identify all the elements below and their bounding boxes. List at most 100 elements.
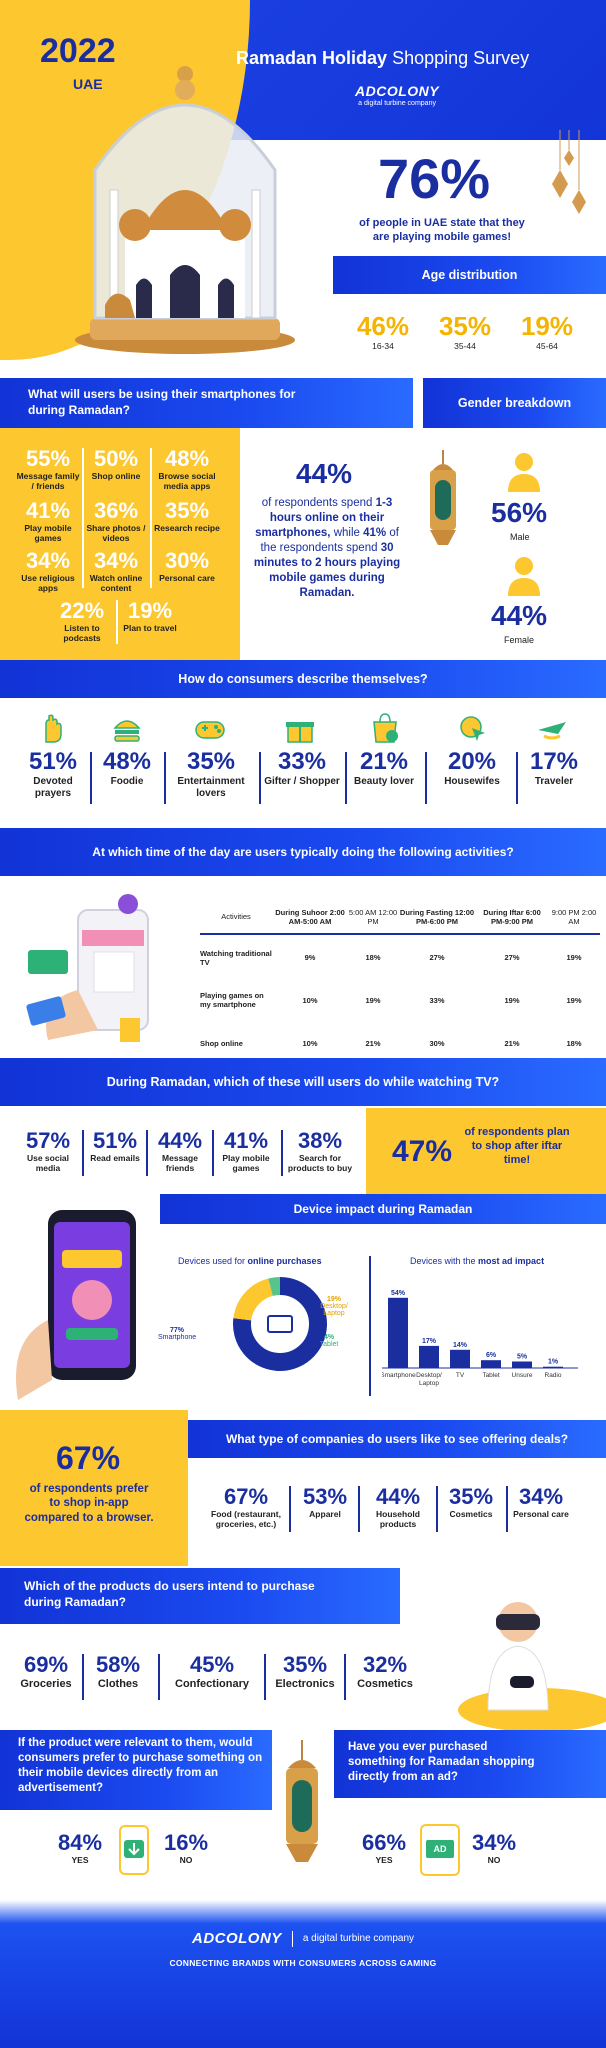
ad-relevant-question: If the product were relevant to them, wo… [18, 1737, 263, 1794]
company-label: Food (restaurant, groceries, etc.) [211, 1509, 281, 1529]
online-time-value: 44% [296, 458, 353, 489]
table-row-label: Watching traditional TV [200, 948, 272, 967]
male-value: 56% [491, 497, 548, 528]
product-label: Confectionary [175, 1678, 249, 1690]
bars-title-b: most ad impact [478, 1256, 545, 1266]
bars-title-a: Devices with the [410, 1256, 476, 1266]
products-title: Which of the products do users intend to… [24, 1579, 315, 1610]
table-row: Playing games on my smartphone 10% 19% 3… [200, 980, 600, 1020]
lantern-icon [430, 450, 456, 545]
bar-category-label: Desktop/ [416, 1372, 442, 1379]
divider [82, 1654, 84, 1700]
company-label: Personal care [513, 1509, 569, 1519]
product-item: 69% Groceries [14, 1652, 78, 1691]
gamer-vr-illustration [458, 1602, 606, 1730]
companies-title: What type of companies do users like to … [225, 1432, 569, 1446]
online-time-p4: 41% [363, 526, 387, 539]
age-item: 19% 45-64 [512, 311, 582, 352]
ad-ever-no: 34% NO [466, 1830, 522, 1866]
divider [146, 1130, 148, 1176]
age-value: 19% [520, 311, 574, 341]
age-value: 46% [356, 311, 410, 341]
usage-item: 19% Plan to travel [118, 598, 182, 634]
usage-label: Plan to travel [123, 623, 177, 633]
footer-brand-row: ADCOLONY a digital turbine company [0, 1930, 606, 1947]
tv-item: 44% Message friends [148, 1128, 212, 1174]
tv-title: During Ramadan, which of these will user… [106, 1075, 500, 1089]
online-time-p6: 30 minutes to 2 hours playing mobile gam… [253, 541, 401, 599]
tv-label: Play mobile games [222, 1153, 270, 1173]
age-value: 35% [438, 311, 492, 341]
usage-item: 55% Message family / friends [16, 446, 80, 492]
divider [158, 1654, 160, 1700]
tv-item: 38% Search for products to buy [284, 1128, 356, 1174]
table-cell: 10% [302, 1038, 318, 1048]
donut-label-desktop: 19% Desktop/ Laptop [312, 1296, 356, 1317]
usage-item: 48% Browse social media apps [152, 446, 222, 492]
ad-ever-bar [334, 1730, 606, 1798]
bar-value-label: 1% [548, 1359, 559, 1366]
describe-label: Housewifes [444, 776, 500, 787]
yes-label: YES [375, 1855, 393, 1865]
shopping-phone-illustration [26, 894, 149, 1042]
divider [150, 448, 152, 588]
gender-title-bar: Gender breakdown [423, 378, 606, 428]
usage-label: Browse social media apps [158, 471, 216, 491]
online-time-p1: of respondents spend [261, 497, 373, 509]
age-label: 16-34 [372, 341, 394, 351]
activities-title-bar: At which time of the day are users typic… [0, 828, 606, 876]
tv-value: 51% [92, 1128, 138, 1153]
header-brand: ADCOLONY a digital turbine company [355, 83, 439, 107]
table-cell: 33% [429, 995, 445, 1005]
bar [388, 1297, 408, 1368]
describe-label: Gifter / Shopper [264, 776, 340, 787]
divider [82, 1130, 84, 1176]
donut-label-name: Smartphone [158, 1334, 197, 1341]
bar-value-label: 17% [422, 1338, 437, 1345]
describe-label: Entertainment lovers [177, 776, 245, 799]
product-item: 35% Electronics [266, 1652, 344, 1691]
divider [289, 1486, 291, 1532]
usage-label: Watch online content [89, 573, 143, 593]
no-label: NO [487, 1855, 501, 1865]
usage-value: 34% [93, 548, 139, 573]
describe-item: 33% Gifter / Shopper [262, 748, 342, 788]
product-value: 58% [95, 1652, 141, 1677]
bar-category-label: Smartphone [382, 1372, 416, 1379]
ad-phone-icon: AD [420, 1824, 460, 1876]
bar-chart: 54% Smartphone 17% Desktop/Laptop 14% TV 6% Tab… [382, 1290, 578, 1387]
divider [516, 752, 518, 804]
age-item: 46% 16-34 [348, 311, 418, 352]
ad-ever-yes: 66% YES [356, 1830, 412, 1866]
table-row: Shop online 10% 21% 30% 21% 18% [200, 1020, 600, 1066]
describe-item: 35% Entertainment lovers [166, 748, 256, 799]
header-title-light: Shopping Survey [392, 48, 530, 68]
section-divider [369, 1256, 371, 1396]
tv-value: 38% [297, 1128, 343, 1153]
donut-label-name: Desktop/ Laptop [320, 1303, 348, 1317]
donut-label-name: Tablet [319, 1341, 339, 1348]
usage-value: 36% [93, 498, 139, 523]
company-value: 34% [518, 1484, 564, 1509]
describe-item: 17% Traveler [518, 748, 590, 788]
table-header: During Suhoor 2:00 AM-5:00 AM [275, 907, 345, 926]
online-time-p5: of the respondents spend [260, 526, 399, 554]
table-cell: 27% [429, 953, 445, 962]
company-value: 44% [375, 1484, 421, 1509]
ad-relevant-no: 16% NO [158, 1830, 214, 1866]
donut-label-tablet: 4% Tablet [314, 1334, 344, 1348]
bar-value-label: 6% [486, 1352, 497, 1359]
bar-value-label: 5% [517, 1354, 528, 1361]
footer-brand-sep [291, 1930, 293, 1947]
tv-label: Search for products to buy [287, 1153, 353, 1173]
divider [358, 1486, 360, 1532]
footer-brand-sub: a digital turbine company [302, 1933, 415, 1944]
describe-label: Foodie [110, 776, 144, 787]
ad-relevant-bar [0, 1730, 272, 1810]
company-item: 67% Food (restaurant, groceries, etc.) [208, 1484, 284, 1530]
divider [264, 1654, 266, 1700]
usage-item: 35% Research recipe [152, 498, 222, 534]
table-cell: 18% [365, 953, 381, 962]
divider [164, 752, 166, 804]
table-header: 9:00 PM 2:00 AM [551, 907, 597, 926]
